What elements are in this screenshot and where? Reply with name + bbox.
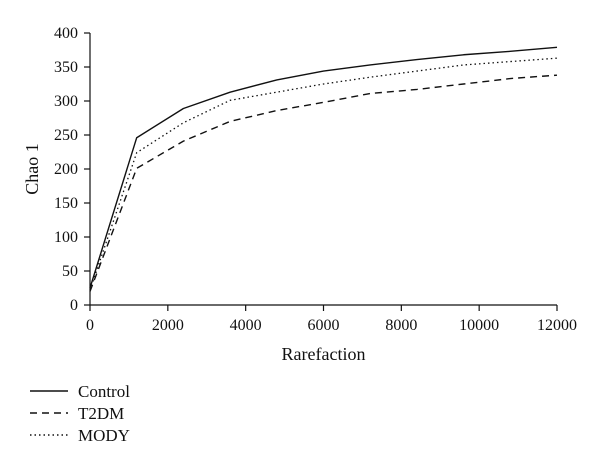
y-axis-label: Chao 1 [22, 143, 42, 195]
series-group [89, 46, 558, 292]
legend-label-control: Control [78, 382, 130, 401]
x-tick-label: 6000 [308, 317, 340, 334]
y-tick-label: 100 [54, 229, 78, 246]
y-ticks: 0 50 100 150 200 250 300 350 400 [54, 25, 90, 314]
series-line-t2dm [89, 74, 558, 292]
legend: Control T2DM MODY [30, 382, 130, 445]
legend-label-mody: MODY [78, 426, 130, 445]
y-tick-label: 0 [70, 297, 78, 314]
x-axis-label: Rarefaction [282, 344, 366, 364]
x-tick-label: 12000 [537, 317, 577, 334]
series-line-mody [89, 57, 558, 291]
x-tick-label: 2000 [152, 317, 184, 334]
y-tick-label: 50 [62, 263, 78, 280]
y-tick-label: 400 [54, 25, 78, 42]
y-tick-label: 350 [54, 59, 78, 76]
axes [89, 33, 557, 306]
y-tick-label: 200 [54, 161, 78, 178]
x-ticks: 0 2000 4000 6000 8000 10000 12000 [86, 305, 577, 334]
y-tick-label: 150 [54, 195, 78, 212]
y-tick-label: 250 [54, 127, 78, 144]
series-line-control [89, 46, 558, 289]
x-tick-label: 4000 [230, 317, 262, 334]
x-tick-label: 10000 [459, 317, 499, 334]
x-tick-label: 0 [86, 317, 94, 334]
legend-label-t2dm: T2DM [78, 404, 124, 423]
y-tick-label: 300 [54, 93, 78, 110]
x-tick-label: 8000 [385, 317, 417, 334]
